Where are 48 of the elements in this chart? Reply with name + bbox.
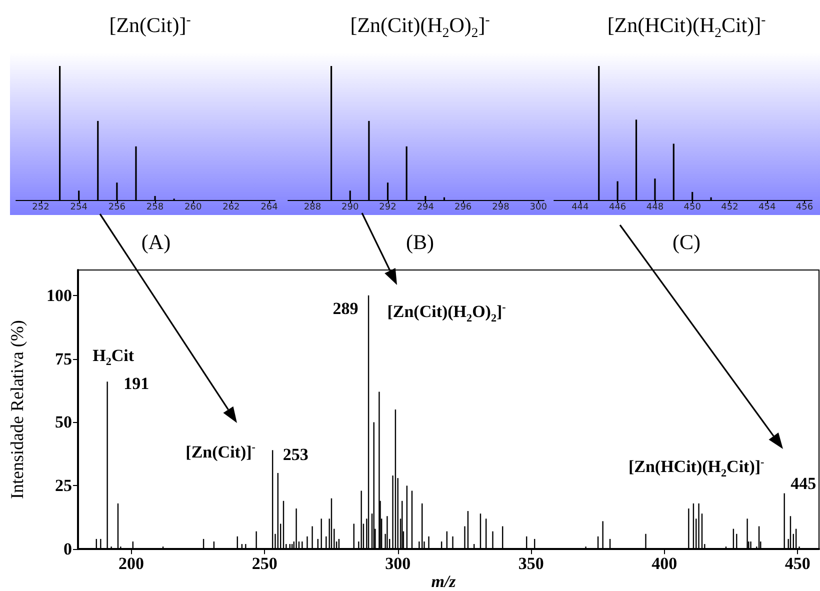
y-axis-title: Intensidade Relativa (%)	[7, 320, 27, 500]
text: (B)	[405, 230, 435, 255]
annotation: 253	[282, 445, 308, 466]
x-tick-label: 400	[652, 554, 678, 574]
annotation: [Zn(Cit)]$^{-}$	[186, 442, 256, 462]
y-tick-label: 75	[55, 349, 72, 368]
annotation: 445	[790, 474, 816, 494]
x-axis-title: m/z	[431, 572, 456, 591]
x-tick-label: 290	[342, 202, 359, 212]
chart-title: [Zn(Cit)(H$_{2}$O)$_{2}$]$^{-}$	[349, 12, 491, 42]
y-tick-label: 25	[55, 476, 72, 496]
annotation: 191	[124, 374, 150, 394]
x-tick-label: 446	[608, 202, 626, 212]
x-tick-label: 454	[758, 202, 776, 212]
x-tick-label: 296	[454, 202, 472, 212]
x-tick-label: 292	[379, 202, 396, 212]
annotation: H$_{2}$Cit	[92, 345, 134, 368]
annotation: [Zn(Cit)(H$_{2}$O)$_{2}$]$^{-}$	[387, 302, 506, 325]
x-tick-label: 256	[108, 202, 126, 212]
x-tick-label: 298	[492, 202, 510, 212]
x-tick-label: 260	[184, 202, 202, 212]
y-tick-label: 100	[46, 286, 72, 305]
x-tick-label: 450	[684, 202, 702, 212]
chart-title: [Zn(Cit)]$^{-}$	[108, 12, 192, 38]
x-tick-label: 300	[385, 554, 411, 574]
x-tick-label: 288	[304, 202, 322, 212]
x-tick-label: 450	[784, 554, 810, 574]
x-tick-label: 350	[518, 554, 544, 574]
y-tick-label: 0	[64, 540, 72, 559]
x-tick-label: 448	[646, 202, 664, 212]
x-tick-label: 444	[572, 202, 590, 212]
x-tick-label: 452	[721, 202, 738, 212]
x-tick-label: 264	[260, 202, 278, 212]
chart-title: [Zn(HCit)(H$_{2}$Cit)]$^{-}$	[606, 12, 767, 42]
x-tick-label: 258	[146, 202, 164, 212]
x-tick-label: 294	[416, 202, 434, 212]
x-tick-label: 200	[118, 554, 144, 574]
x-tick-label: 250	[252, 554, 278, 574]
x-tick-label: 252	[32, 202, 50, 212]
text: (C)	[672, 230, 702, 255]
annotation: [Zn(HCit)(H$_{2}$Cit)]$^{-}$	[628, 456, 764, 480]
annotation: 289	[332, 299, 358, 320]
x-tick-label: 456	[796, 202, 814, 212]
x-tick-label: 300	[530, 202, 548, 212]
x-tick-label: 262	[222, 202, 240, 212]
y-tick-label: 50	[55, 412, 72, 432]
x-tick-label: 254	[70, 202, 88, 212]
text: (A)	[140, 230, 172, 255]
